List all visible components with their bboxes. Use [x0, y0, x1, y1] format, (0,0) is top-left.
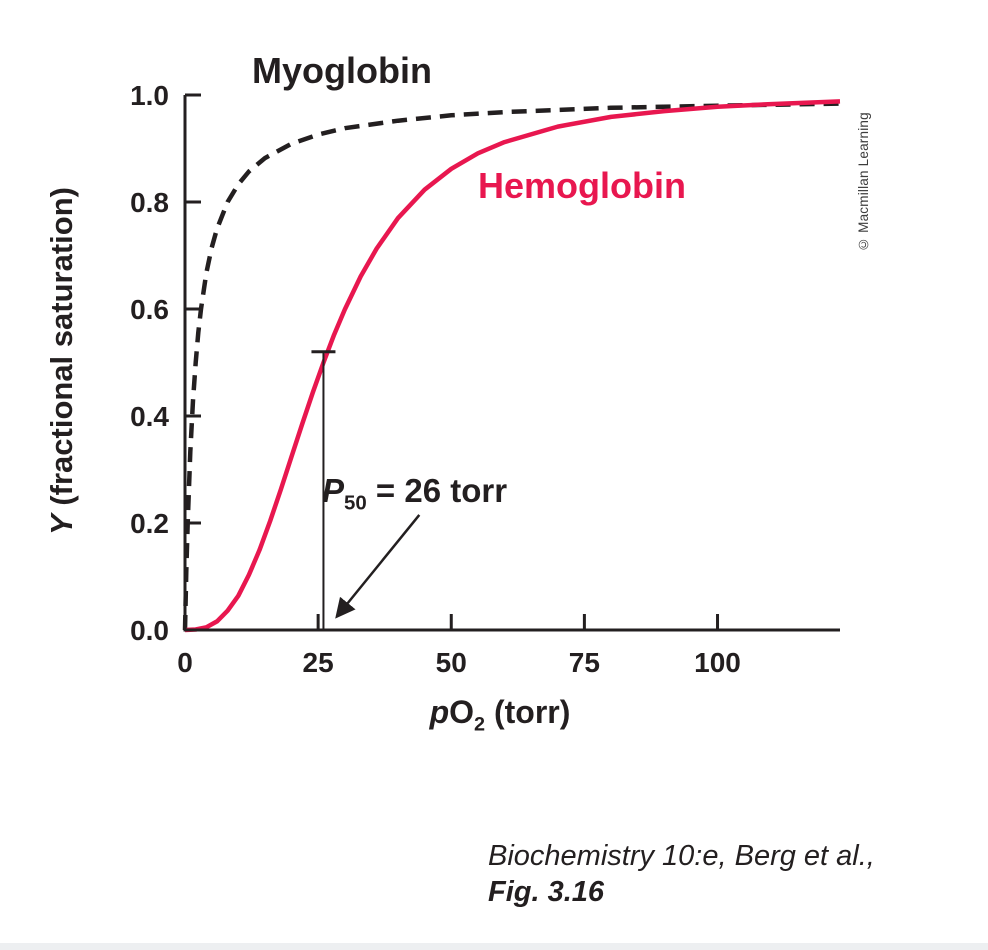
p50-annotation-italic: P	[322, 472, 345, 509]
x-tick-label: 75	[569, 647, 600, 678]
hemoglobin-curve	[184, 99, 841, 633]
myoglobin-label: Myoglobin	[252, 50, 432, 91]
oxygen-binding-chart: 0 25 50 75 100 0.0 0.2 0.4 0.6 0.8 1.0	[130, 80, 841, 678]
p50-annotation: P50 = 26 torr	[322, 472, 507, 516]
x-axis-title-sub: 2	[474, 713, 486, 736]
copyright-credit: © Macmillan Learning	[856, 112, 871, 252]
p50-annotation-sub: 50	[344, 491, 367, 515]
y-axis-title-italic: Y	[44, 514, 79, 535]
x-axis-title: pO2 (torr)	[360, 694, 640, 736]
x-tick-label: 50	[436, 647, 467, 678]
caption-figure-number: Fig. 3.16	[488, 876, 605, 908]
bottom-edge-strip	[0, 943, 988, 950]
y-tick-label: 0.4	[130, 401, 169, 432]
y-axis-title: Y (fractional saturation)	[44, 126, 80, 596]
x-axis-title-italic: p	[429, 694, 450, 730]
y-tick-label: 0.8	[130, 187, 169, 218]
p50-annotation-rest: = 26 torr	[366, 472, 508, 509]
x-tick-label: 25	[303, 647, 334, 678]
myoglobin-curve	[182, 101, 841, 631]
x-tick-label: 0	[177, 647, 193, 678]
x-axis-title-main: O	[449, 694, 475, 730]
y-tick-label: 0.2	[130, 508, 169, 539]
y-tick-label: 0.6	[130, 294, 169, 325]
x-axis-title-rest: (torr)	[485, 694, 571, 730]
caption-source: Biochemistry 10:e, Berg et al.,	[488, 840, 875, 872]
y-axis-title-rest: (fractional saturation)	[44, 187, 79, 515]
y-tick-label: 1.0	[130, 80, 169, 111]
y-tick-label: 0.0	[130, 615, 169, 646]
hemoglobin-label: Hemoglobin	[478, 165, 686, 206]
p50-arrow	[335, 514, 421, 619]
x-tick-label: 100	[694, 647, 741, 678]
figure-caption: Biochemistry 10:e, Berg et al., Fig. 3.1…	[488, 838, 875, 910]
